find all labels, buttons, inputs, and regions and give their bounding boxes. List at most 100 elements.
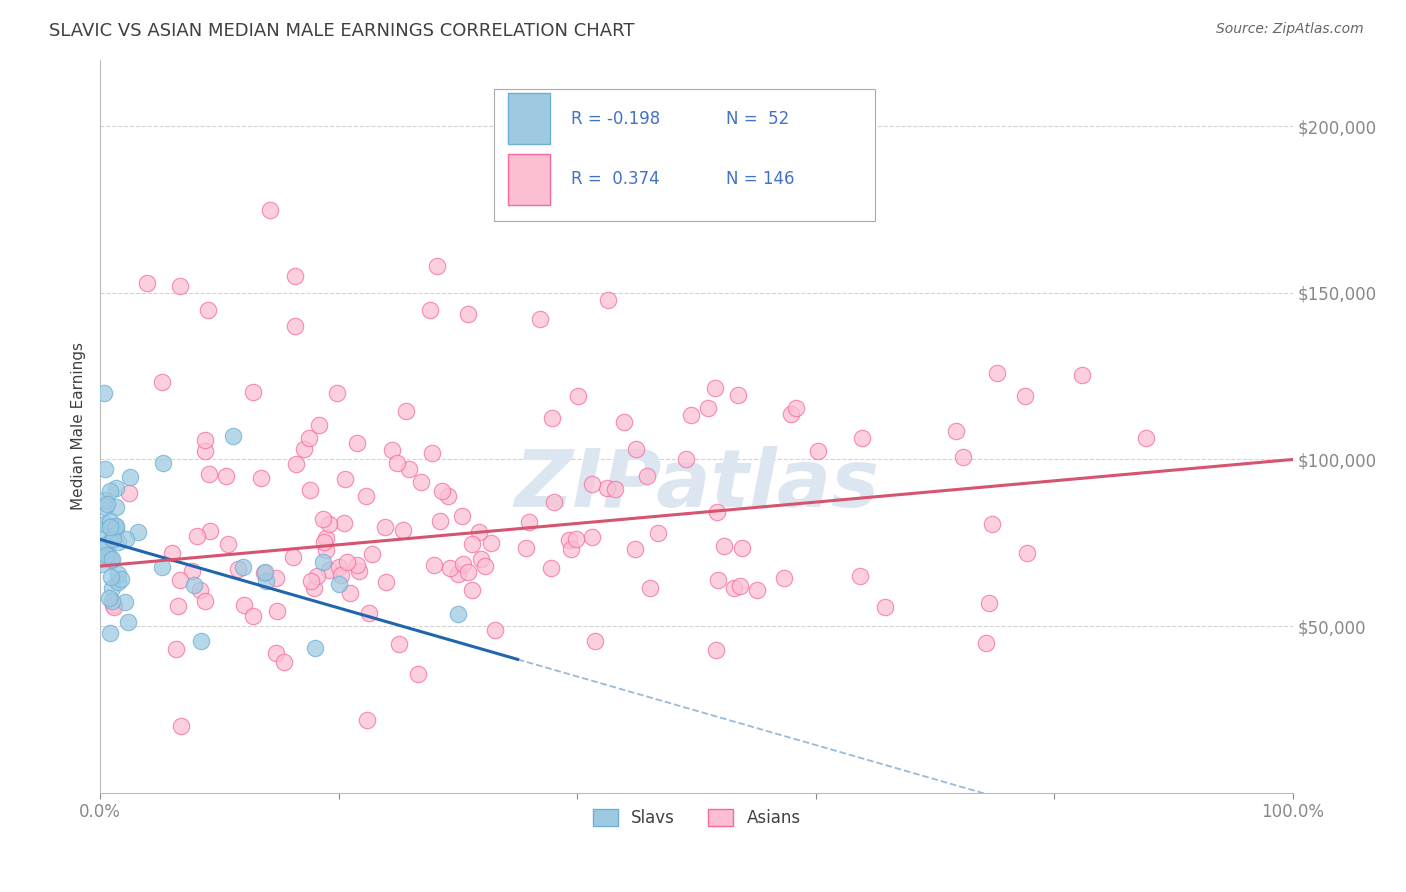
- Point: [253, 566, 276, 580]
- Point: [328, 576, 350, 591]
- Point: [93, 492, 115, 507]
- Point: [118, 485, 141, 500]
- Point: [679, 409, 702, 423]
- Point: [447, 607, 470, 621]
- Point: [807, 443, 830, 458]
- Point: [194, 444, 217, 458]
- Point: [986, 367, 1008, 381]
- Point: [114, 595, 136, 609]
- Point: [647, 525, 669, 540]
- Point: [704, 643, 727, 657]
- Point: [197, 467, 219, 481]
- Point: [329, 568, 352, 582]
- Point: [675, 452, 697, 467]
- Point: [94, 549, 117, 563]
- Point: [479, 535, 502, 549]
- Point: [474, 559, 496, 574]
- Point: [98, 484, 121, 499]
- Point: [374, 574, 396, 589]
- Point: [93, 500, 115, 515]
- Point: [333, 472, 356, 486]
- Point: [426, 259, 449, 273]
- Point: [952, 450, 974, 465]
- Point: [91, 543, 114, 558]
- Point: [785, 401, 807, 415]
- Point: [981, 517, 1004, 532]
- Point: [273, 655, 295, 669]
- Point: [515, 541, 537, 555]
- Point: [595, 481, 617, 495]
- Legend: Slavs, Asians: Slavs, Asians: [585, 801, 808, 836]
- Y-axis label: Median Male Earnings: Median Male Earnings: [72, 343, 86, 510]
- Point: [398, 461, 420, 475]
- Point: [713, 540, 735, 554]
- Point: [183, 578, 205, 592]
- Point: [780, 407, 803, 421]
- Point: [567, 388, 589, 402]
- Point: [543, 494, 565, 508]
- Point: [264, 646, 287, 660]
- Point: [374, 520, 396, 534]
- Point: [98, 549, 121, 563]
- Text: N =  52: N = 52: [727, 110, 790, 128]
- Point: [107, 535, 129, 549]
- Point: [318, 563, 340, 577]
- Point: [598, 293, 620, 307]
- Point: [215, 468, 238, 483]
- Point: [328, 560, 350, 574]
- Point: [583, 634, 606, 648]
- Point: [406, 667, 429, 681]
- Point: [461, 583, 484, 598]
- Point: [318, 516, 340, 531]
- Point: [347, 565, 370, 579]
- Point: [93, 551, 115, 566]
- Point: [439, 561, 461, 575]
- Point: [419, 302, 441, 317]
- Point: [90, 523, 112, 537]
- Point: [451, 557, 474, 571]
- Point: [422, 558, 444, 572]
- Point: [284, 269, 307, 284]
- Text: N = 146: N = 146: [727, 170, 794, 188]
- Point: [98, 591, 121, 605]
- Point: [188, 583, 211, 598]
- Point: [388, 637, 411, 651]
- Point: [723, 581, 745, 595]
- Point: [194, 433, 217, 447]
- Point: [264, 571, 287, 585]
- Point: [346, 558, 368, 572]
- Point: [170, 719, 193, 733]
- FancyBboxPatch shape: [508, 153, 550, 205]
- Point: [105, 481, 128, 495]
- Point: [728, 579, 751, 593]
- Text: ZIPatlas: ZIPatlas: [515, 446, 879, 524]
- Point: [190, 634, 212, 648]
- Point: [346, 436, 368, 450]
- Point: [100, 594, 122, 608]
- Point: [457, 566, 479, 580]
- Point: [1015, 545, 1038, 559]
- Point: [292, 442, 315, 457]
- Point: [312, 512, 335, 526]
- Point: [107, 574, 129, 589]
- Point: [150, 560, 173, 574]
- Point: [298, 483, 321, 497]
- Point: [974, 636, 997, 650]
- Point: [304, 582, 326, 596]
- Point: [100, 570, 122, 584]
- Point: [308, 418, 330, 433]
- FancyBboxPatch shape: [508, 93, 550, 145]
- Point: [707, 573, 730, 587]
- Point: [232, 559, 254, 574]
- Point: [104, 519, 127, 533]
- Point: [166, 599, 188, 614]
- Point: [326, 386, 349, 401]
- Point: [429, 514, 451, 528]
- Point: [624, 442, 647, 457]
- Point: [101, 581, 124, 595]
- Point: [581, 530, 603, 544]
- Point: [104, 518, 127, 533]
- Point: [772, 571, 794, 585]
- Point: [385, 456, 408, 470]
- Point: [105, 522, 128, 536]
